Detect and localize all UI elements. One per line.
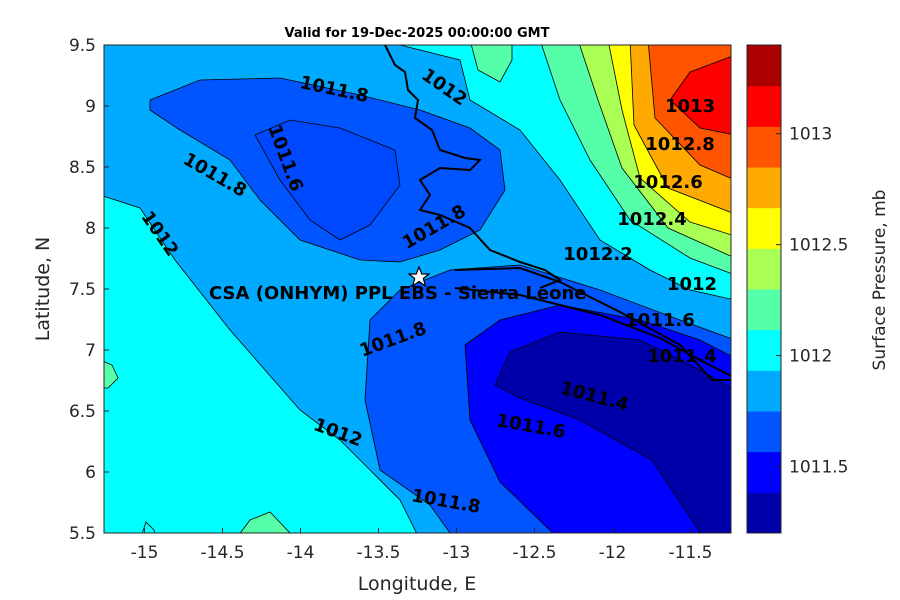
x-tick-label: -12: [599, 543, 627, 563]
colorbar-tick-label: 1012.5: [789, 236, 848, 256]
x-tick-label: -14.5: [201, 543, 245, 563]
contour-label: 1012.8: [645, 134, 714, 155]
colorbar-band: [747, 207, 781, 249]
contour-label: 1012.4: [617, 209, 686, 230]
colorbar-label: Surface Pressure, mb: [870, 190, 890, 371]
y-tick-label: 7.5: [69, 280, 96, 300]
contour-label: 1011.6: [625, 310, 694, 331]
band-1011.2: [494, 331, 731, 533]
y-axis-label: Latitude, N: [32, 237, 54, 342]
colorbar-band: [747, 492, 781, 534]
x-tick-label: -14: [287, 543, 315, 563]
colorbar-frame: [746, 44, 782, 534]
band-1011.6-inner: [254, 119, 401, 241]
colorbar-tick-label: 1012: [789, 347, 832, 367]
contour-label: 1012: [667, 274, 717, 295]
x-tick-label: -13.5: [357, 543, 401, 563]
colorbar-tick-label: 1013: [789, 125, 832, 145]
colorbar-band: [747, 167, 781, 209]
contour-fills: [104, 45, 731, 533]
x-tick-label: -11.5: [668, 543, 712, 563]
x-axis: -15 -14.5 -14 -13.5 -13 -12.5 -12 -11.5: [131, 528, 712, 563]
band-1012-bottom-spot: [141, 521, 156, 533]
x-axis-label: Longitude, E: [358, 573, 477, 595]
y-tick-label: 5.5: [69, 524, 96, 544]
colorbar-band: [747, 329, 781, 371]
contour-label: 1011.4: [647, 346, 716, 367]
x-tick-label: -12.5: [512, 543, 556, 563]
colorbar-band: [747, 289, 781, 331]
colorbar-band: [747, 451, 781, 493]
y-tick-label: 8.5: [69, 158, 96, 178]
y-tick-label: 6: [85, 463, 96, 483]
coastline: [384, 45, 731, 381]
contour-label: 1012.6: [633, 172, 702, 193]
band-1013.2: [669, 56, 731, 135]
station-star-icon: [407, 265, 431, 288]
colorbar-tick-label: 1011.5: [789, 457, 848, 477]
colorbar-band: [747, 45, 781, 87]
contour-label: 1012.2: [563, 244, 632, 265]
band-1012-small-bottom: [239, 511, 291, 533]
colorbar-band: [747, 85, 781, 127]
band-1012-left: [104, 195, 417, 533]
colorbar-band: [747, 248, 781, 290]
band-1012.2-top: [470, 45, 513, 83]
colorbar-band: [747, 411, 781, 453]
y-tick-label: 6.5: [69, 402, 96, 422]
y-axis: 5.5 6 6.5 7 7.5 8 8.5 9 9.5: [69, 36, 109, 544]
band-1012-small-left: [104, 361, 119, 389]
colorbar-band: [747, 126, 781, 168]
station-label: CSA (ONHYM) PPL EBS - Sierra Leone: [209, 283, 586, 304]
x-tick-label: -15: [131, 543, 159, 563]
y-tick-label: 7: [85, 341, 96, 361]
x-tick-label: -13: [443, 543, 471, 563]
y-tick-label: 9: [85, 97, 96, 117]
colorbar: 1011.5 1012 1012.5 1013: [746, 44, 848, 534]
chart-title: Valid for 19-Dec-2025 00:00:00 GMT: [285, 26, 550, 41]
y-tick-label: 8: [85, 219, 96, 239]
contour-label: 1013: [665, 96, 715, 117]
colorbar-band: [747, 370, 781, 412]
y-tick-label: 9.5: [69, 36, 96, 56]
